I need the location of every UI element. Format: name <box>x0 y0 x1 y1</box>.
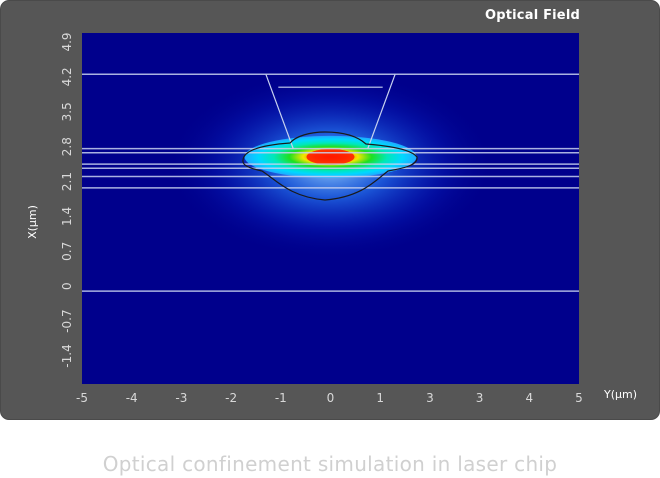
x-tick-label: -4 <box>126 391 138 405</box>
y-tick-label: 1.4 <box>60 207 74 226</box>
mode-contour <box>242 131 418 201</box>
x-axis-label: Y(μm) <box>603 388 637 401</box>
x-tick-label: -2 <box>225 391 237 405</box>
x-tick-label: -3 <box>175 391 187 405</box>
y-tick-label: -1.4 <box>60 344 74 367</box>
y-tick-label: 3.5 <box>60 102 74 121</box>
field-peak <box>306 148 355 165</box>
y-tick-label: 4.2 <box>60 67 74 86</box>
y-tick-label: 0 <box>60 282 74 290</box>
structure-layer <box>82 73 579 292</box>
y-axis-label: X(μm) <box>26 205 39 239</box>
x-tick-labels: -5 -4 -3 -2 -1 0 1 3 3 4 5 <box>76 391 583 405</box>
x-tick-label: 3 <box>476 391 484 405</box>
chart-title: Optical Field <box>484 8 580 23</box>
y-tick-labels: 4.9 4.2 3.5 2.8 2.1 1.4 0.7 0 -0.7 -1.4 <box>60 32 74 367</box>
y-tick-label: 4.9 <box>60 32 74 51</box>
ridge-sidewall-right <box>367 74 396 149</box>
optical-field-chart: -5 -4 -3 -2 -1 0 1 3 3 4 5 4.94.23.52.82.11.40.70-… <box>26 32 637 405</box>
x-tick-label: 1 <box>376 391 384 405</box>
y-tick-label: 2.8 <box>60 137 74 156</box>
y-tick-label: 2.1 <box>60 172 74 191</box>
x-tick-label: 3 <box>426 391 434 405</box>
y-tick-label: 0.7 <box>60 242 74 261</box>
x-tick-label: 4 <box>525 391 533 405</box>
field-layer <box>165 69 496 260</box>
figure-caption: Optical confinement simulation in laser … <box>102 452 558 476</box>
x-tick-label: -5 <box>76 391 88 405</box>
ridge-sidewall-left <box>265 74 294 149</box>
x-tick-label: 0 <box>327 391 335 405</box>
y-tick-label: -0.7 <box>60 309 74 332</box>
x-tick-label: 5 <box>575 391 583 405</box>
x-tick-label: -1 <box>275 391 287 405</box>
